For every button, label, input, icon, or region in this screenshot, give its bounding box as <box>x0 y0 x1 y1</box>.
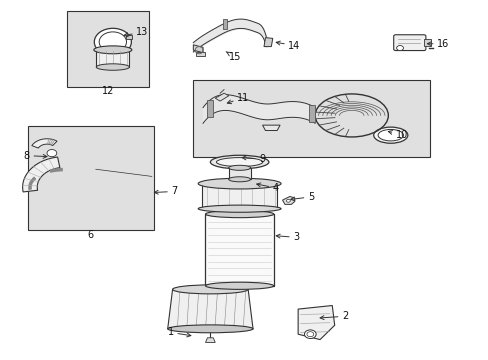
Ellipse shape <box>228 177 250 182</box>
Circle shape <box>304 330 316 338</box>
Circle shape <box>47 149 57 157</box>
Text: 10: 10 <box>387 130 407 140</box>
Ellipse shape <box>167 325 252 333</box>
Circle shape <box>286 199 290 202</box>
Polygon shape <box>282 197 294 204</box>
Bar <box>96 49 129 67</box>
Bar <box>66 12 149 87</box>
Text: 4: 4 <box>256 183 278 193</box>
Bar <box>27 126 154 230</box>
Polygon shape <box>167 289 252 329</box>
Text: 15: 15 <box>225 52 241 62</box>
Ellipse shape <box>205 211 273 218</box>
Polygon shape <box>264 38 272 46</box>
Circle shape <box>306 332 313 337</box>
Polygon shape <box>215 93 228 101</box>
Bar <box>308 105 314 122</box>
Bar <box>423 39 430 46</box>
Bar <box>205 214 273 286</box>
Ellipse shape <box>210 155 268 169</box>
Circle shape <box>396 45 403 50</box>
Text: 5: 5 <box>290 192 313 202</box>
Bar <box>193 80 429 157</box>
Bar <box>222 19 227 29</box>
Polygon shape <box>22 157 60 192</box>
Text: 3: 3 <box>276 232 299 242</box>
Text: 16: 16 <box>427 39 448 49</box>
Bar <box>126 35 132 39</box>
Ellipse shape <box>216 158 262 167</box>
Ellipse shape <box>373 127 407 143</box>
Text: 9: 9 <box>242 154 264 164</box>
Bar <box>228 168 250 179</box>
Ellipse shape <box>228 165 250 170</box>
Polygon shape <box>193 45 203 53</box>
Bar <box>207 99 213 117</box>
Ellipse shape <box>377 130 403 141</box>
Text: 1: 1 <box>167 327 190 337</box>
Bar <box>195 52 205 56</box>
Ellipse shape <box>205 282 273 289</box>
Ellipse shape <box>198 205 281 212</box>
Polygon shape <box>298 306 334 339</box>
Circle shape <box>94 28 131 55</box>
Text: 8: 8 <box>24 150 47 161</box>
Bar <box>202 184 277 209</box>
FancyBboxPatch shape <box>393 35 425 50</box>
Text: 6: 6 <box>88 230 94 239</box>
Ellipse shape <box>198 178 281 189</box>
Polygon shape <box>205 338 215 342</box>
Polygon shape <box>32 139 57 148</box>
Ellipse shape <box>94 46 132 54</box>
Text: 11: 11 <box>227 93 249 104</box>
Ellipse shape <box>96 64 129 70</box>
Text: 7: 7 <box>154 186 177 197</box>
Text: 2: 2 <box>320 311 347 321</box>
Text: 14: 14 <box>276 41 300 50</box>
Text: 13: 13 <box>124 27 148 37</box>
Circle shape <box>99 32 126 52</box>
Ellipse shape <box>172 285 247 294</box>
Text: 12: 12 <box>102 86 114 96</box>
Polygon shape <box>262 125 280 131</box>
